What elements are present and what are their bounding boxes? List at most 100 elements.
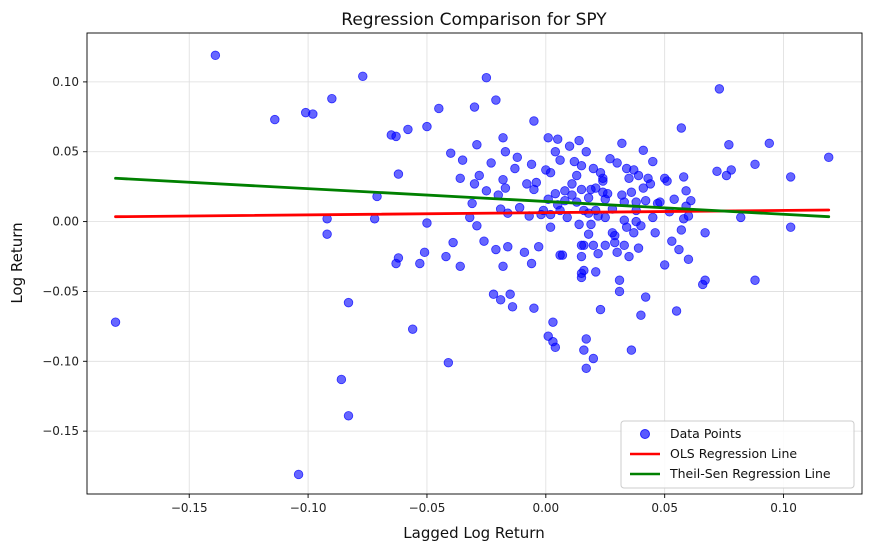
data-point	[472, 140, 482, 150]
y-tick-label: −0.05	[42, 284, 79, 298]
data-point	[531, 177, 542, 188]
data-point	[548, 317, 558, 327]
data-point	[446, 148, 456, 158]
data-point	[626, 345, 637, 355]
data-point	[576, 251, 587, 262]
data-point	[467, 198, 477, 209]
data-point	[327, 93, 337, 104]
data-point	[555, 155, 565, 165]
data-point	[574, 135, 584, 146]
data-point	[495, 295, 506, 305]
data-point	[683, 254, 694, 265]
data-point	[455, 261, 465, 271]
chart-title: Regression Comparison for SPY	[341, 10, 607, 30]
data-point	[595, 304, 606, 315]
y-axis-ticks: 0.10 0.05 0.00 −0.05 −0.10 −0.15	[42, 75, 87, 438]
data-point	[526, 159, 537, 170]
x-tick-label: 0.00	[532, 501, 559, 515]
data-point	[567, 190, 577, 200]
data-point	[591, 267, 601, 277]
data-point	[322, 229, 332, 239]
data-point	[674, 244, 684, 255]
data-point	[640, 195, 651, 206]
data-point	[474, 170, 484, 181]
data-point	[629, 228, 639, 238]
plot-frame	[86, 32, 863, 495]
data-point	[358, 71, 368, 82]
regression-lines	[114, 176, 831, 219]
x-tick-label: 0.05	[651, 501, 678, 515]
data-point	[469, 179, 480, 189]
data-point	[545, 222, 556, 232]
data-point	[455, 173, 465, 183]
data-point	[469, 102, 480, 112]
data-point	[550, 188, 561, 199]
data-point	[393, 169, 404, 179]
data-point	[588, 240, 599, 251]
data-point	[669, 194, 679, 204]
data-point	[557, 250, 568, 260]
data-point	[583, 193, 594, 203]
data-point	[764, 138, 774, 149]
data-point	[724, 140, 734, 150]
data-point	[650, 228, 660, 238]
data-point	[612, 247, 622, 258]
data-point	[648, 212, 658, 223]
data-point	[522, 179, 532, 189]
data-point	[481, 72, 492, 83]
data-point	[110, 317, 121, 327]
data-point	[486, 158, 496, 168]
data-point	[419, 247, 430, 258]
data-point	[510, 163, 520, 174]
data-point	[579, 240, 589, 251]
data-point	[679, 172, 689, 182]
data-point	[560, 186, 570, 196]
data-point	[457, 155, 468, 165]
data-point	[422, 218, 432, 228]
data-point	[498, 174, 508, 185]
data-point	[529, 116, 539, 126]
data-point	[481, 186, 492, 196]
x-tick-label: 0.10	[770, 501, 797, 515]
data-point	[648, 156, 658, 167]
data-point	[422, 121, 432, 132]
data-point	[529, 303, 539, 313]
data-point	[270, 114, 280, 125]
data-point	[633, 243, 644, 253]
data-point	[655, 197, 665, 207]
data-point	[667, 236, 677, 246]
data-point	[750, 159, 760, 170]
data-point	[393, 253, 404, 263]
data-point	[443, 357, 454, 368]
data-point	[636, 221, 646, 231]
data-point	[572, 170, 582, 181]
x-axis-ticks: −0.15 −0.10 −0.05 0.00 0.05 0.10	[171, 494, 797, 515]
y-tick-label: 0.10	[52, 75, 79, 89]
data-point	[579, 345, 589, 355]
grid	[87, 33, 862, 494]
data-point	[479, 236, 489, 246]
legend-label-points: Data Points	[670, 426, 741, 441]
data-point	[626, 187, 637, 197]
data-point	[588, 353, 599, 364]
x-tick-label: −0.05	[409, 501, 446, 515]
data-point	[488, 289, 499, 299]
data-point	[619, 240, 629, 251]
x-tick-label: −0.10	[290, 501, 327, 515]
data-point	[614, 275, 625, 285]
data-point	[700, 228, 710, 238]
y-tick-label: −0.15	[42, 424, 79, 438]
data-point	[600, 240, 610, 251]
data-point	[624, 173, 634, 183]
x-tick-label: −0.15	[171, 501, 208, 515]
data-point	[526, 258, 537, 269]
data-point	[498, 261, 508, 271]
data-point	[507, 302, 518, 312]
data-point	[676, 225, 687, 235]
data-point	[598, 176, 608, 186]
legend-marker-points	[640, 429, 650, 439]
data-point	[519, 247, 530, 258]
data-point	[369, 214, 380, 224]
data-point	[441, 251, 451, 262]
